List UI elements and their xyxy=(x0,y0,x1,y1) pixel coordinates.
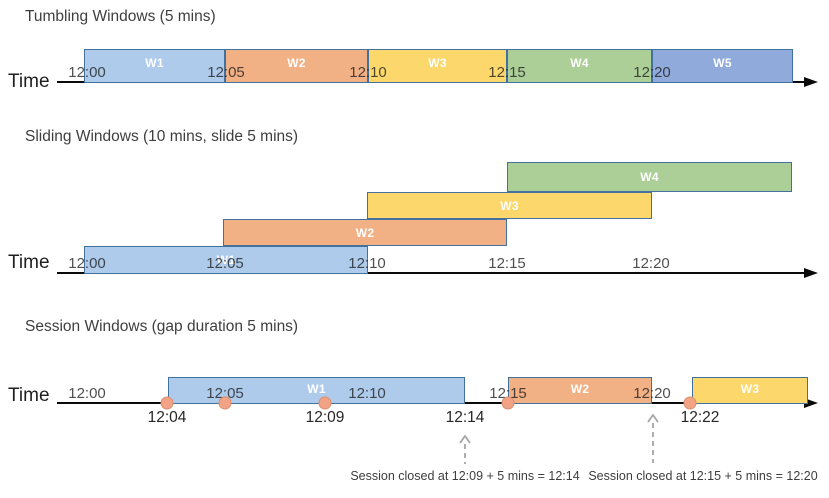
event-dot xyxy=(160,396,174,410)
tumbling-window-w3: W3 xyxy=(368,49,507,83)
session-window-w2: W2 xyxy=(508,377,652,404)
session-section-title: Session Windows (gap duration 5 mins) xyxy=(25,318,299,335)
tick-label: 12:05 xyxy=(207,64,245,81)
window-label: W4 xyxy=(570,56,589,70)
window-label: W5 xyxy=(713,56,732,70)
session-time-axis-label: Time xyxy=(8,385,50,406)
session-close-arrow-icon xyxy=(646,413,660,468)
window-label: W3 xyxy=(428,56,447,70)
event-time-label: 12:14 xyxy=(445,409,485,426)
sliding-window-w1: W1 xyxy=(84,246,368,274)
sliding-timeline-axis xyxy=(57,272,807,274)
session-window-w3: W3 xyxy=(692,377,808,404)
tick-label: 12:15 xyxy=(489,385,527,402)
tumbling-window-w5: W5 xyxy=(652,49,793,83)
window-label: W3 xyxy=(740,381,760,396)
tick-label: 12:20 xyxy=(633,385,671,402)
tick-label: 12:10 xyxy=(348,255,386,272)
tumbling-window-w2: W2 xyxy=(225,49,368,83)
tick-label: 12:05 xyxy=(206,255,244,272)
window-label: W1 xyxy=(307,381,326,396)
session-window-w1: W1 xyxy=(168,377,465,404)
session-close-annotation: Session closed at 12:15 + 5 mins = 12:20 xyxy=(588,469,818,483)
event-dot xyxy=(501,396,515,410)
event-time-label: 12:09 xyxy=(305,409,345,426)
tick-label: 12:10 xyxy=(348,385,386,402)
event-time-label: 12:04 xyxy=(147,409,187,426)
window-label: W1 xyxy=(145,56,164,70)
tick-label: 12:15 xyxy=(488,255,526,272)
tick-label: 12:15 xyxy=(488,64,526,81)
sliding-window-w4: W4 xyxy=(507,162,792,192)
window-label: W2 xyxy=(287,56,306,70)
event-dot xyxy=(683,396,697,410)
tumbling-window-w4: W4 xyxy=(507,49,652,83)
sliding-section-title: Sliding Windows (10 mins, slide 5 mins) xyxy=(25,128,299,145)
tick-label: 12:00 xyxy=(68,385,106,402)
sliding-axis-arrowhead-icon xyxy=(804,268,818,278)
window-label: W2 xyxy=(355,225,375,240)
window-label: W1 xyxy=(216,253,236,267)
tumbling-window-w1: W1 xyxy=(84,49,225,83)
event-time-label: 12:22 xyxy=(680,409,720,426)
window-label: W3 xyxy=(500,198,519,213)
tick-label: 12:20 xyxy=(633,64,671,81)
tumbling-time-axis-label: Time xyxy=(8,71,50,92)
sliding-time-axis-label: Time xyxy=(8,252,50,273)
sliding-window-w2: W2 xyxy=(223,219,507,246)
window-label: W2 xyxy=(570,381,590,396)
tumbling-section-title: Tumbling Windows (5 mins) xyxy=(25,8,216,25)
window-label: W4 xyxy=(640,170,659,184)
sliding-window-w3: W3 xyxy=(367,192,652,219)
tick-label: 12:20 xyxy=(632,255,670,272)
session-close-arrow-icon xyxy=(458,434,472,469)
tick-label: 12:05 xyxy=(206,385,244,402)
tumbling-axis-arrowhead-icon xyxy=(804,77,818,87)
tick-label: 12:10 xyxy=(349,64,387,81)
tick-label: 12:00 xyxy=(68,255,106,272)
event-dot xyxy=(318,396,332,410)
tick-label: 12:00 xyxy=(68,64,106,81)
event-dot xyxy=(218,396,232,410)
session-axis-arrowhead-icon xyxy=(804,398,818,408)
session-close-annotation: Session closed at 12:09 + 5 mins = 12:14 xyxy=(350,469,580,483)
